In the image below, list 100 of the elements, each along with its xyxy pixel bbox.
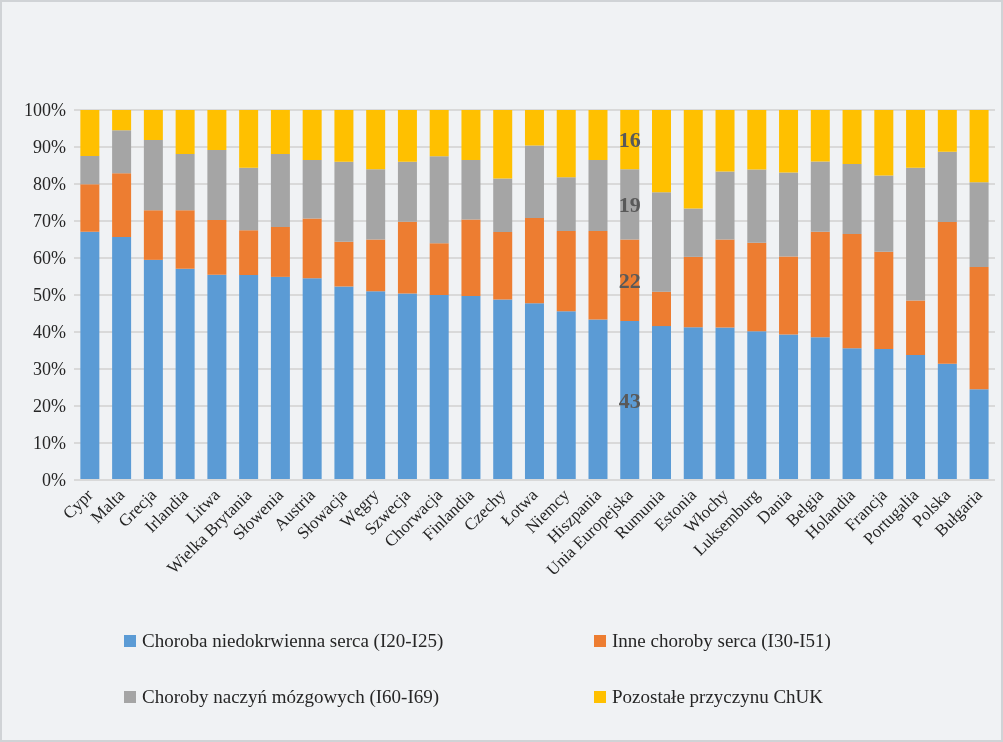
bar — [556, 177, 576, 231]
bar — [239, 110, 259, 168]
bar — [270, 276, 290, 480]
bar — [683, 327, 703, 480]
bar — [366, 110, 386, 170]
bar — [969, 182, 989, 267]
bar — [334, 241, 354, 287]
bar — [429, 295, 449, 480]
bar — [334, 110, 354, 162]
legend-label: Inne choroby serca (I30-I51) — [611, 630, 832, 652]
y-tick-label: 100% — [24, 100, 66, 121]
bar — [270, 110, 290, 155]
bar — [397, 221, 417, 294]
bar — [175, 154, 195, 211]
bar — [779, 110, 799, 173]
bar — [207, 219, 227, 275]
bar — [842, 348, 862, 480]
bar — [366, 169, 386, 240]
bar — [461, 296, 481, 480]
bar — [715, 171, 735, 240]
bar — [906, 167, 926, 301]
bar — [493, 110, 513, 179]
bar — [461, 159, 481, 220]
bar — [937, 151, 957, 223]
bar — [588, 319, 608, 480]
bar — [80, 184, 100, 232]
bar — [366, 239, 386, 292]
bar — [588, 230, 608, 320]
bar — [937, 363, 957, 480]
bar — [969, 266, 989, 390]
bar — [524, 303, 544, 480]
bar — [429, 156, 449, 244]
bar — [175, 210, 195, 269]
bar — [683, 256, 703, 328]
bar — [588, 110, 608, 160]
bar — [80, 231, 100, 480]
bar — [652, 326, 672, 480]
bar — [715, 110, 735, 172]
bar — [493, 299, 513, 480]
bar — [937, 222, 957, 364]
bar — [810, 161, 830, 232]
bar — [747, 242, 767, 332]
y-tick-label: 90% — [33, 137, 66, 158]
bar — [810, 231, 830, 338]
bar — [334, 161, 354, 242]
y-tick-label: 50% — [33, 285, 66, 306]
bar — [842, 164, 862, 234]
bar — [397, 110, 417, 162]
bar — [874, 110, 894, 176]
bar — [302, 218, 322, 279]
bar — [366, 291, 386, 480]
y-tick-label: 10% — [33, 433, 66, 454]
bar — [112, 130, 132, 174]
bar — [143, 259, 163, 480]
y-tick-label: 40% — [33, 322, 66, 343]
y-tick-label: 70% — [33, 211, 66, 232]
bar — [207, 149, 227, 220]
bar — [556, 230, 576, 312]
bar — [652, 110, 672, 193]
bar — [652, 192, 672, 292]
bar — [112, 110, 132, 131]
bar — [715, 239, 735, 328]
bar — [239, 275, 259, 480]
bar — [715, 327, 735, 480]
bar — [588, 159, 608, 231]
bar — [874, 251, 894, 350]
bar — [207, 274, 227, 480]
bar — [461, 110, 481, 160]
legend-label: Pozostałe przyczynu ChUK — [611, 686, 825, 708]
bar — [524, 145, 544, 219]
bar — [80, 110, 100, 156]
bar — [112, 236, 132, 480]
bar — [842, 110, 862, 165]
legend-label: Choroba niedokrwienna serca (I20-I25) — [141, 630, 445, 652]
bar — [906, 354, 926, 480]
bar — [556, 110, 576, 178]
y-tick-label: 30% — [33, 359, 66, 380]
bar — [779, 172, 799, 257]
bar — [493, 232, 513, 300]
bar — [747, 110, 767, 170]
bar — [810, 110, 830, 162]
y-tick-label: 60% — [33, 248, 66, 269]
bar — [334, 286, 354, 480]
bar — [429, 110, 449, 157]
bar — [143, 139, 163, 211]
bar — [906, 300, 926, 355]
bar — [810, 337, 830, 480]
bar — [779, 334, 799, 480]
bar — [524, 110, 544, 146]
bar — [524, 218, 544, 304]
bar — [239, 230, 259, 276]
bar — [779, 256, 799, 335]
bar — [556, 311, 576, 480]
bar — [143, 210, 163, 260]
bar — [80, 155, 100, 185]
bar — [429, 243, 449, 295]
bar — [969, 389, 989, 480]
bar — [874, 175, 894, 252]
bar — [969, 110, 989, 183]
bar — [270, 226, 290, 277]
